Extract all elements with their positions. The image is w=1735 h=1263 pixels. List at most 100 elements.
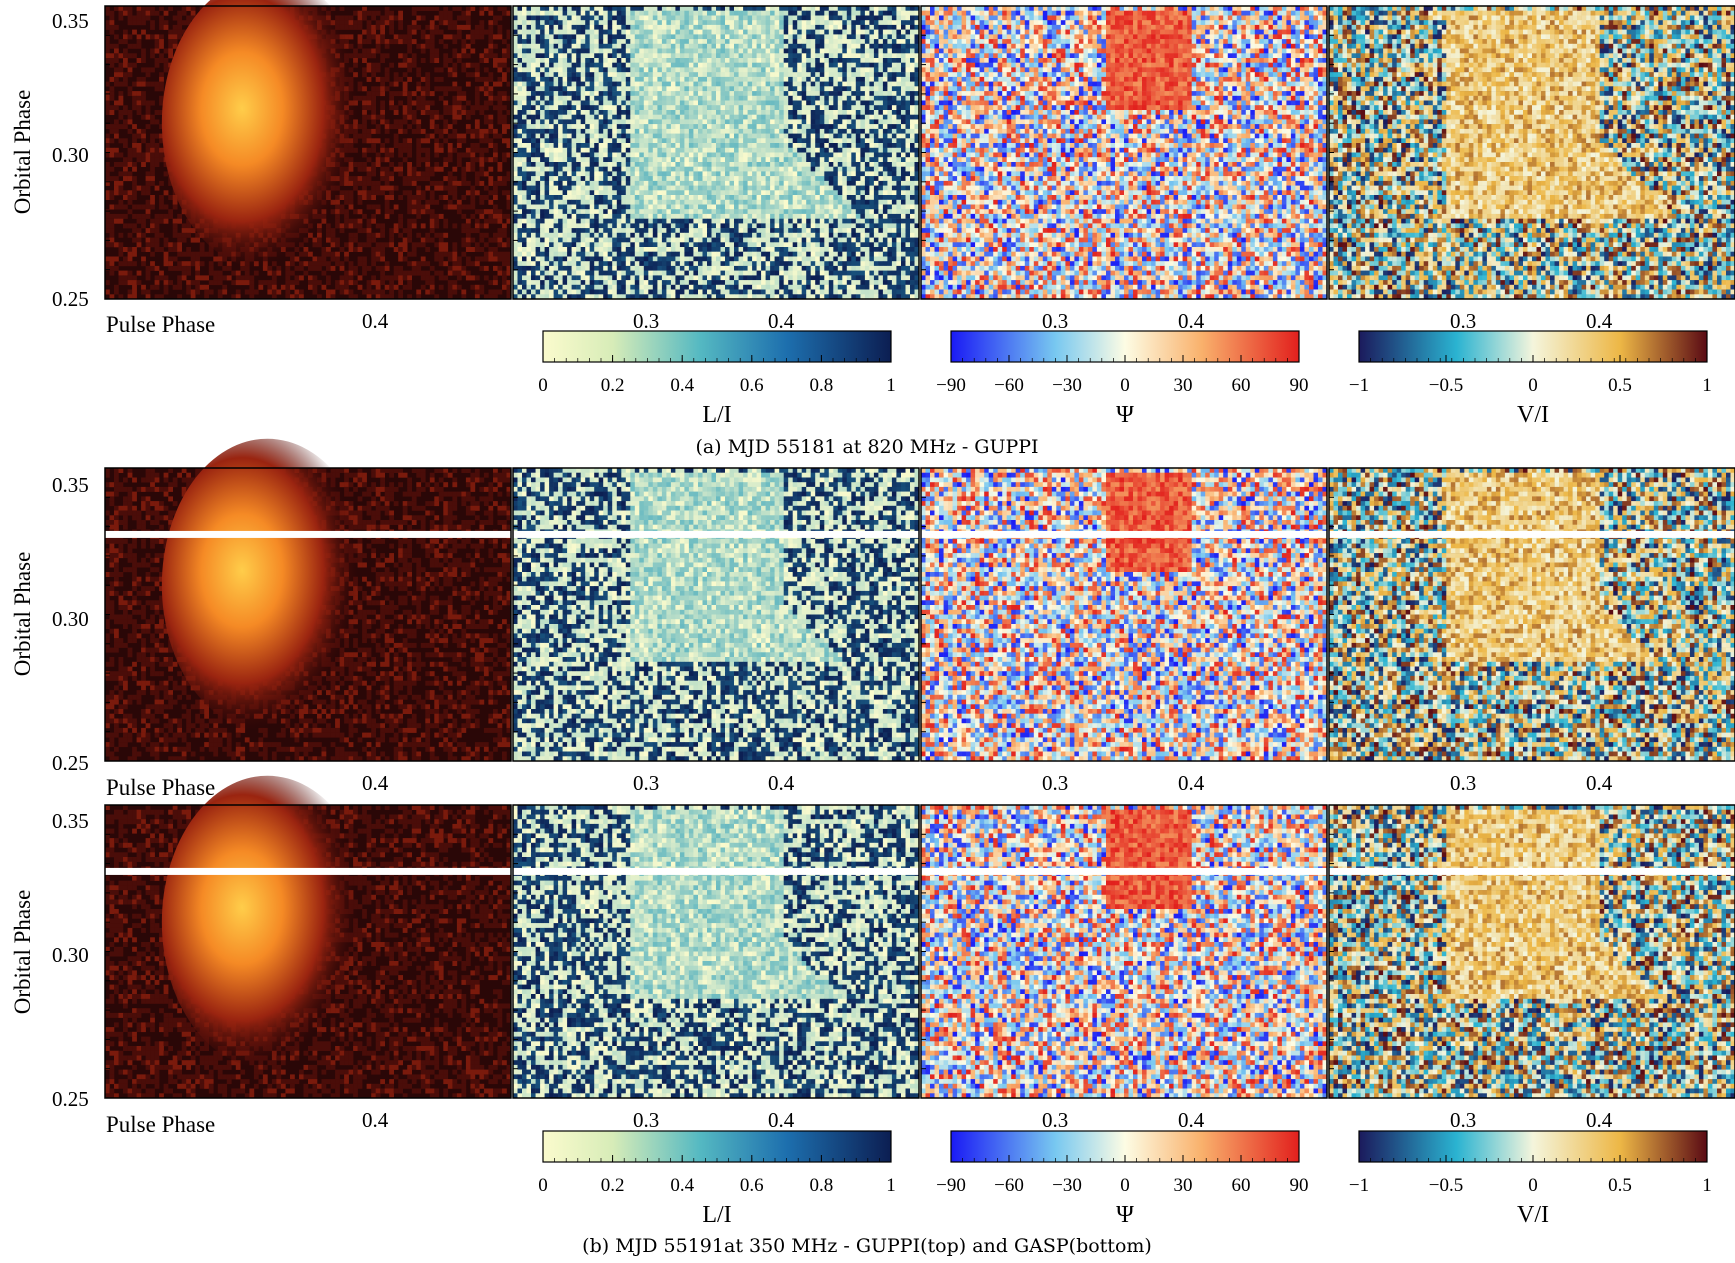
heatmap-cell xyxy=(159,53,164,58)
heatmap-cell xyxy=(380,20,385,25)
heatmap-cell xyxy=(123,72,128,77)
heatmap-cell xyxy=(389,11,394,16)
heatmap-cell xyxy=(182,11,187,16)
heatmap-cell xyxy=(123,82,128,87)
heatmap-cell xyxy=(394,39,399,44)
heatmap-cell xyxy=(150,25,155,30)
heatmap-cell xyxy=(434,77,439,82)
heatmap-cell xyxy=(137,16,142,21)
heatmap-cell xyxy=(412,20,417,25)
heatmap-cell xyxy=(376,67,381,72)
heatmap-cell xyxy=(457,30,462,35)
heatmap-cell xyxy=(461,44,466,49)
heatmap-cell xyxy=(412,11,417,16)
heatmap-cell xyxy=(123,49,128,54)
heatmap-cell xyxy=(119,16,124,21)
heatmap-cell xyxy=(443,58,448,63)
heatmap-cell xyxy=(128,63,133,68)
heatmap-cell xyxy=(164,25,169,30)
heatmap-cell xyxy=(114,53,119,58)
heatmap-cell xyxy=(398,53,403,58)
heatmap-cell xyxy=(412,25,417,30)
heatmap-cell xyxy=(159,82,164,87)
heatmap-cell xyxy=(403,39,408,44)
heatmap-cell xyxy=(132,82,137,87)
heatmap-cell xyxy=(407,67,412,72)
heatmap-cell xyxy=(141,58,146,63)
heatmap-cell xyxy=(137,20,142,25)
heatmap-cell xyxy=(146,82,151,87)
heatmap-cell xyxy=(119,82,124,87)
heatmap-cell xyxy=(502,53,507,58)
heatmap-cell xyxy=(443,20,448,25)
heatmap-cell xyxy=(479,34,484,39)
heatmap-cell xyxy=(123,53,128,58)
heatmap-cell xyxy=(128,20,133,25)
heatmap-cell xyxy=(114,82,119,87)
heatmap-cell xyxy=(457,34,462,39)
heatmap-cell xyxy=(128,67,133,72)
heatmap-cell xyxy=(155,44,160,49)
heatmap-cell xyxy=(159,39,164,44)
heatmap-cell xyxy=(123,11,128,16)
heatmap-cell xyxy=(137,11,142,16)
heatmap-cell xyxy=(407,39,412,44)
heatmap-cell xyxy=(484,49,489,54)
heatmap-cell xyxy=(371,49,376,54)
heatmap-cell xyxy=(443,11,448,16)
heatmap-cell xyxy=(177,25,182,30)
heatmap-cell xyxy=(150,82,155,87)
heatmap-cell xyxy=(493,58,498,63)
heatmap-cell xyxy=(380,25,385,30)
heatmap-cell xyxy=(439,67,444,72)
heatmap-cell xyxy=(443,63,448,68)
heatmap-cell xyxy=(479,77,484,82)
heatmap-cell xyxy=(425,44,430,49)
heatmap-cell xyxy=(461,25,466,30)
heatmap-cell xyxy=(475,34,480,39)
heatmap-cell xyxy=(466,72,471,77)
heatmap-cell xyxy=(407,44,412,49)
heatmap-cell xyxy=(114,67,119,72)
heatmap-cell xyxy=(159,44,164,49)
heatmap-cell xyxy=(150,20,155,25)
heatmap-cell xyxy=(398,25,403,30)
heatmap-cell xyxy=(371,16,376,21)
heatmap-cell xyxy=(434,49,439,54)
heatmap-cell xyxy=(114,44,119,49)
heatmap-cell xyxy=(371,53,376,58)
heatmap-cell xyxy=(493,16,498,21)
heatmap-cell xyxy=(362,49,367,54)
heatmap-cell xyxy=(119,39,124,44)
heatmap-cell xyxy=(362,16,367,21)
heatmap-cell xyxy=(164,20,169,25)
heatmap-cell xyxy=(371,63,376,68)
heatmap-cell xyxy=(141,82,146,87)
heatmap-cell xyxy=(398,20,403,25)
heatmap-cell xyxy=(353,25,358,30)
heatmap-cell xyxy=(128,16,133,21)
heatmap-cell xyxy=(407,58,412,63)
heatmap-cell xyxy=(398,39,403,44)
heatmap-cell xyxy=(128,44,133,49)
heatmap-cell xyxy=(439,30,444,35)
heatmap-cell xyxy=(367,30,372,35)
heatmap-cell xyxy=(470,63,475,68)
heatmap-cell xyxy=(380,30,385,35)
heatmap-cell xyxy=(150,34,155,39)
heatmap-cell xyxy=(173,16,178,21)
heatmap-cell xyxy=(412,58,417,63)
heatmap-cell xyxy=(430,44,435,49)
heatmap-cell xyxy=(461,53,466,58)
heatmap-cell xyxy=(385,39,390,44)
heatmap-cell xyxy=(407,34,412,39)
heatmap-cell xyxy=(367,67,372,72)
heatmap-cell xyxy=(448,67,453,72)
heatmap-cell xyxy=(421,16,426,21)
heatmap-cell xyxy=(398,34,403,39)
heatmap-cell xyxy=(493,44,498,49)
heatmap-cell xyxy=(159,20,164,25)
heatmap-cell xyxy=(371,72,376,77)
heatmap-cell xyxy=(439,11,444,16)
